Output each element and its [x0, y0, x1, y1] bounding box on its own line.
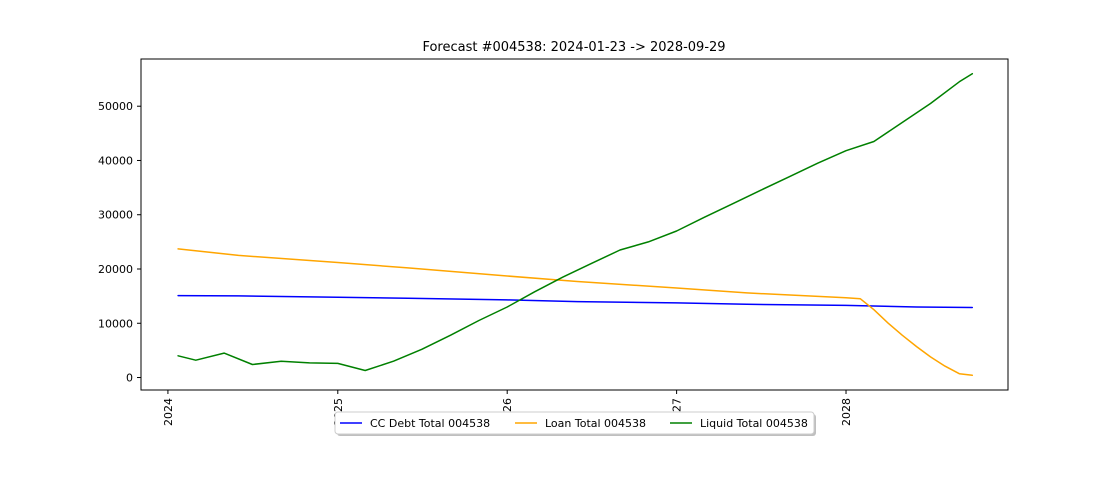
y-tick-label: 40000 [98, 154, 133, 167]
plot-frame [140, 58, 1009, 391]
x-tick-label: 2024 [162, 398, 175, 426]
legend-box [334, 411, 815, 435]
series-line-1 [177, 248, 974, 377]
series-line-2 [177, 72, 974, 372]
y-tick-label: 50000 [98, 100, 133, 113]
y-tick-label: 20000 [98, 263, 133, 276]
legend: CC Debt Total 004538 Loan Total 004538 L… [334, 411, 816, 436]
chart-title: Forecast #004538: 2024-01-23 -> 2028-09-… [422, 40, 725, 55]
legend-loan-label: Loan Total 004538 [545, 417, 646, 430]
y-axis: 0 10000 20000 30000 40000 50000 [98, 100, 141, 385]
series-lines [177, 72, 974, 377]
x-tick-label: 2028 [840, 398, 853, 426]
y-tick-label: 30000 [98, 209, 133, 222]
y-tick-label: 0 [126, 372, 133, 385]
y-tick-label: 10000 [98, 317, 133, 330]
legend-cc-debt-label: CC Debt Total 004538 [370, 417, 490, 430]
legend-liquid-label: Liquid Total 004538 [700, 417, 808, 430]
